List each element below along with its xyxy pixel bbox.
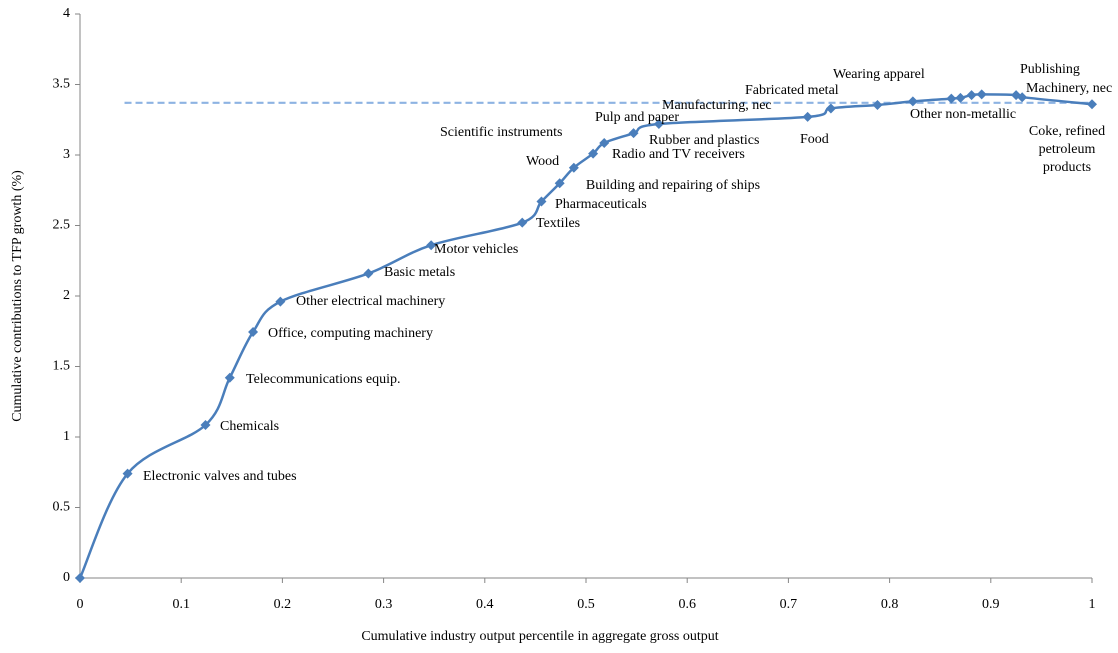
point-annotation: Wearing apparel [833, 67, 925, 82]
marker [872, 99, 883, 110]
point-annotation: Pulp and paper [595, 110, 679, 125]
point-annotation: Publishing [1020, 62, 1080, 77]
marker [275, 296, 286, 307]
x-tick-label: 0.7 [780, 597, 798, 612]
point-annotation: Wood [526, 154, 560, 169]
x-tick-label: 0.3 [375, 597, 393, 612]
marker [802, 111, 813, 122]
point-annotation: Telecommunications equip. [246, 372, 401, 387]
marker [907, 96, 918, 107]
y-axis-title: Cumulative contributions to TFP growth (… [10, 170, 25, 422]
x-tick-label: 0.2 [274, 597, 292, 612]
marker [825, 103, 836, 114]
marker [248, 326, 259, 337]
marker [955, 92, 966, 103]
y-tick-label: 2 [63, 288, 70, 303]
x-tick-label: 0.5 [577, 597, 595, 612]
point-annotation: Other electrical machinery [296, 294, 446, 309]
x-tick-label: 0.6 [678, 597, 696, 612]
marker [966, 90, 977, 101]
point-annotation: Coke, refined petroleum products [1028, 124, 1106, 175]
y-tick-label: 1.5 [53, 359, 71, 374]
point-annotation: Manufacturing, nec [662, 98, 772, 113]
point-annotation: Radio and TV receivers [612, 147, 745, 162]
point-annotation: Other non-metallic [910, 107, 1017, 122]
y-tick-label: 0.5 [53, 500, 71, 515]
point-annotation: Machinery, nec [1026, 81, 1113, 96]
marker [426, 240, 437, 251]
marker [976, 89, 987, 100]
y-tick-label: 3 [63, 147, 70, 162]
series-line [78, 93, 1093, 579]
marker [1087, 99, 1097, 110]
marker [536, 196, 547, 207]
point-annotation: Building and repairing of ships [585, 178, 761, 193]
marker [946, 93, 957, 104]
point-annotation: Electronic valves and tubes [143, 469, 297, 484]
marker [554, 178, 565, 189]
point-annotation: Fabricated metal [745, 83, 839, 98]
x-tick-label: 0.9 [982, 597, 1000, 612]
marker [517, 217, 528, 228]
point-annotation: Food [800, 132, 829, 147]
y-tick-label: 2.5 [53, 218, 71, 233]
marker [122, 468, 133, 479]
point-annotation: Chemicals [220, 419, 280, 434]
point-annotation: Textiles [536, 216, 581, 231]
marker [599, 138, 610, 149]
point-annotation: Basic metals [384, 265, 456, 280]
y-tick-label: 1 [63, 429, 70, 444]
marker [224, 372, 235, 383]
point-annotation: Motor vehicles [434, 242, 519, 257]
y-tick-label: 4 [63, 6, 70, 21]
marker [1017, 92, 1028, 103]
marker [653, 118, 664, 129]
marker [588, 148, 599, 159]
x-tick-label: 0.1 [172, 597, 190, 612]
point-annotation: Scientific instruments [440, 125, 563, 140]
marker [363, 268, 374, 279]
marker [628, 128, 639, 139]
marker [75, 573, 85, 583]
point-annotation: Rubber and plastics [649, 133, 760, 148]
point-annotation: Office, computing machinery [268, 326, 433, 341]
point-annotation: Pharmaceuticals [555, 197, 647, 212]
x-tick-label: 0.8 [881, 597, 899, 612]
x-tick-label: 0 [77, 597, 84, 612]
x-axis-title: Cumulative industry output percentile in… [361, 629, 718, 644]
marker [568, 162, 579, 173]
marker [200, 420, 211, 431]
x-tick-label: 1 [1089, 597, 1096, 612]
y-tick-label: 3.5 [53, 77, 71, 92]
y-tick-label: 0 [63, 570, 70, 585]
x-tick-label: 0.4 [476, 597, 494, 612]
